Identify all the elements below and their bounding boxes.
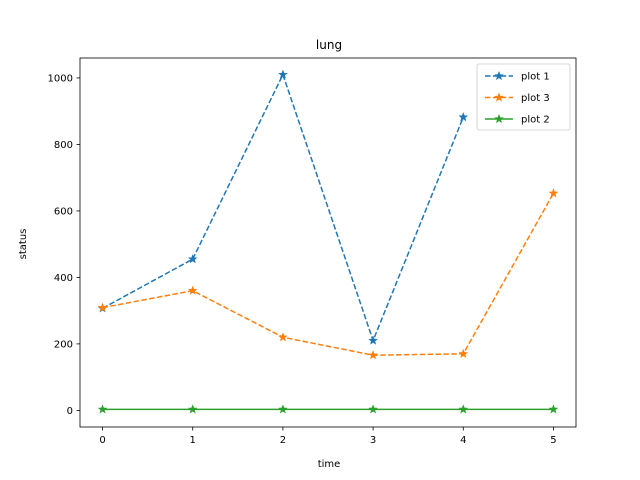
data-point: [97, 302, 108, 312]
data-point: [368, 404, 378, 414]
data-point: [187, 285, 198, 295]
data-point: [458, 112, 469, 122]
x-tick-label: 3: [370, 435, 376, 446]
y-axis-label: status: [18, 229, 29, 260]
legend-marker: [494, 113, 504, 124]
x-tick-label: 0: [99, 435, 105, 446]
data-point: [187, 404, 198, 414]
legend-label: plot 1: [521, 72, 550, 83]
y-tick-label: 1000: [48, 73, 73, 84]
legend-entry: plot 2: [485, 113, 550, 126]
plot-area: [97, 69, 559, 414]
legend-entry: plot 1: [485, 70, 550, 83]
x-axis-label: time: [318, 459, 341, 470]
data-point: [458, 348, 469, 358]
data-point: [368, 335, 378, 345]
data-point: [278, 332, 288, 342]
x-tick-label: 5: [550, 435, 556, 446]
legend-label: plot 3: [521, 93, 550, 104]
series-line: [102, 72, 464, 343]
data-point: [368, 350, 378, 360]
y-tick-label: 600: [54, 206, 73, 217]
series-line: [102, 192, 555, 356]
legend: plot 1 plot 3 plot 2: [476, 63, 571, 131]
series-plot-1: [97, 69, 469, 345]
data-point: [458, 404, 469, 414]
legend-entry: plot 3: [485, 92, 550, 104]
data-point: [278, 404, 288, 414]
y-tick-label: 400: [54, 273, 73, 284]
y-tick-label: 800: [54, 140, 73, 151]
legend-box: [476, 63, 571, 131]
data-point: [278, 69, 288, 79]
legend-marker: [494, 92, 504, 102]
data-point: [97, 404, 108, 414]
x-tick-label: 1: [190, 435, 196, 446]
plot-frame: [79, 57, 577, 428]
x-tick-label: 4: [460, 435, 466, 446]
y-tick-label: 0: [67, 406, 73, 417]
data-point: [548, 188, 559, 198]
data-point: [548, 404, 559, 414]
legend-label: plot 2: [521, 115, 550, 126]
axes: 0 1 2 3 4 5 0 200 400 600 800 1000: [48, 57, 577, 446]
data-point: [187, 254, 198, 264]
x-tick-label: 2: [280, 435, 286, 446]
y-tick-label: 200: [54, 339, 73, 350]
series-plot-2: [97, 404, 559, 414]
chart-title: lung: [316, 38, 342, 52]
series-plot-3: [97, 188, 559, 360]
legend-marker: [494, 70, 504, 81]
